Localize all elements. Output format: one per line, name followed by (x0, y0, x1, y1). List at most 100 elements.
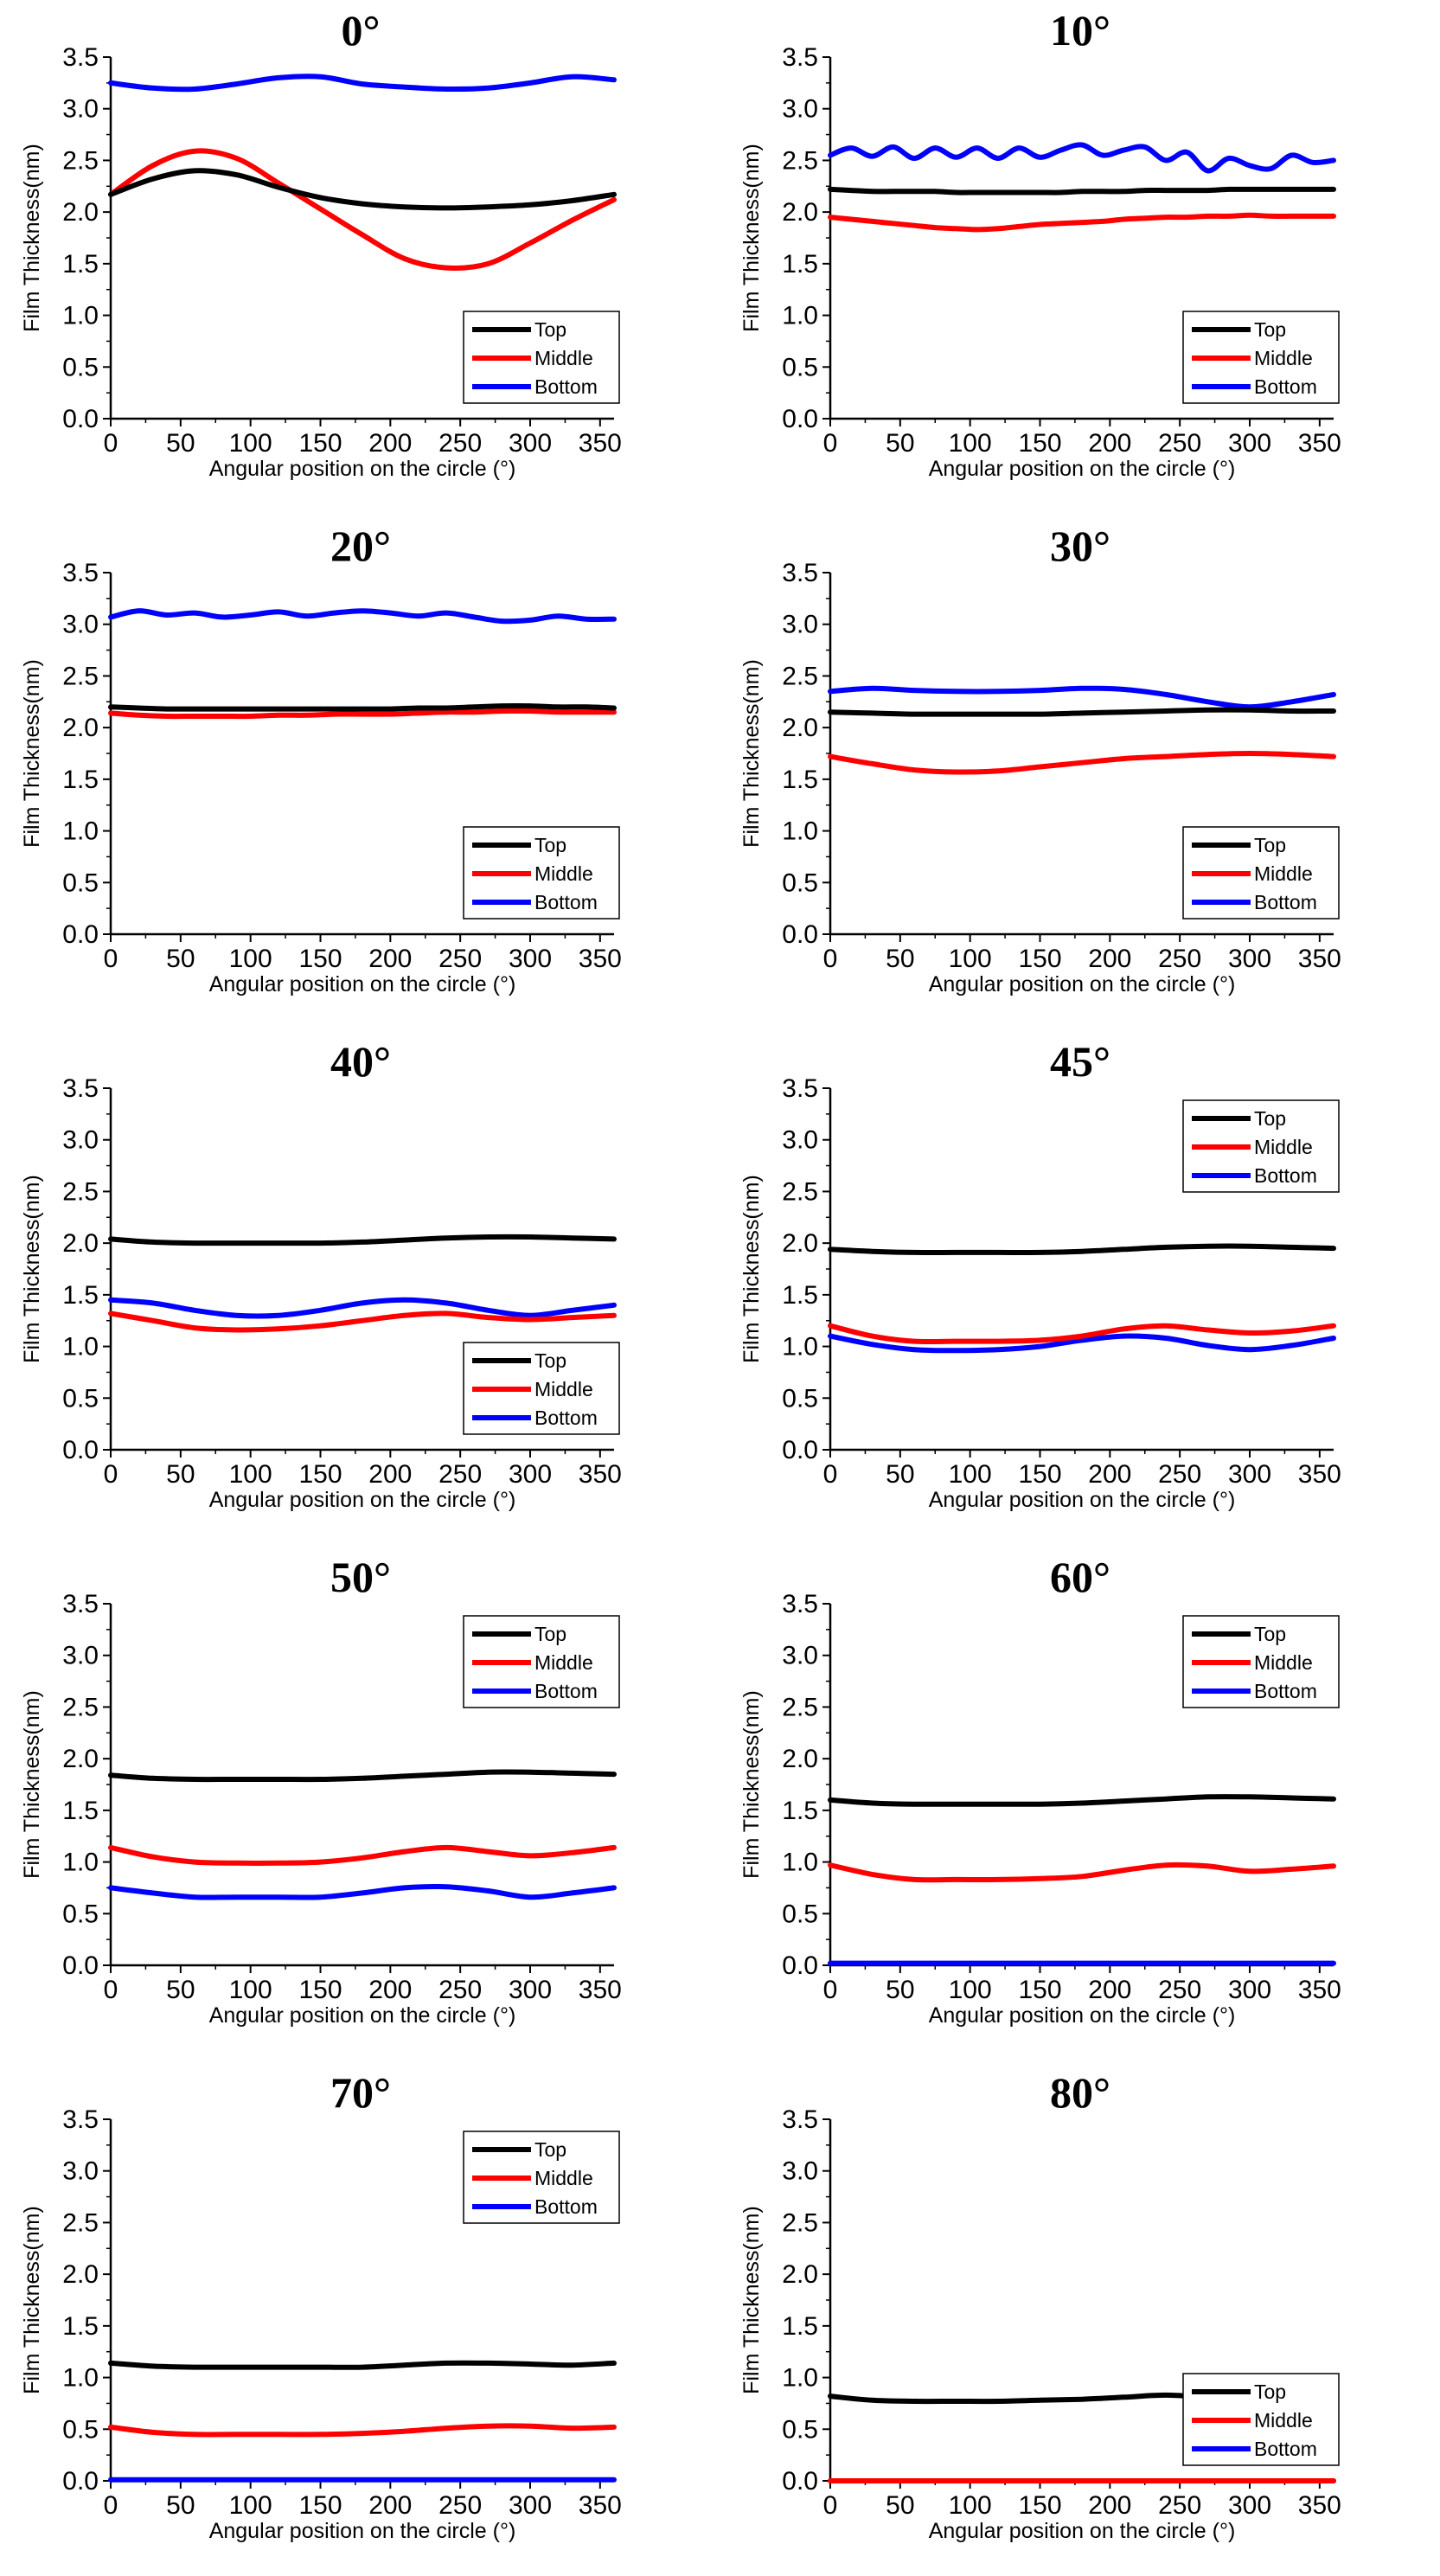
y-tick-label: 1.5 (782, 1797, 818, 1825)
x-axis-label: Angular position on the circle (°) (929, 972, 1236, 996)
y-axis-label: Film Thickness(nm) (20, 144, 44, 332)
x-tick-label: 150 (298, 1460, 342, 1489)
x-tick-label: 250 (1158, 1460, 1201, 1489)
chart-svg: 20° 0.0 0.5 1.0 1.5 2.0 2.5 3.0 3.5 0 50 100 150 200 2… (20, 522, 622, 996)
chart-panel-7: 50° 0.0 0.5 1.0 1.5 2.0 2.5 3.0 3.5 0 50 100 150 200 2… (0, 1547, 720, 2060)
x-axis-label: Angular position on the circle (°) (209, 1488, 516, 1512)
x-tick-label: 350 (1298, 945, 1341, 973)
y-axis-label: Film Thickness(nm) (20, 1690, 44, 1879)
x-tick-label: 250 (438, 945, 482, 973)
chart-panel-10: 80° 0.0 0.5 1.0 1.5 2.0 2.5 3.0 3.5 0 50 100 150 200 2… (720, 2062, 1439, 2576)
y-tick-label: 3.0 (62, 95, 99, 124)
y-tick-label: 3.5 (62, 43, 99, 72)
x-axis-label: Angular position on the circle (°) (209, 457, 516, 481)
series-line-middle (108, 2423, 617, 2438)
x-tick-label: 350 (579, 429, 622, 458)
x-tick-label: 250 (1158, 2491, 1201, 2520)
x-axis-label: Angular position on the circle (°) (929, 2519, 1236, 2543)
x-tick-label: 100 (949, 945, 992, 973)
x-tick-label: 250 (438, 2491, 482, 2520)
y-tick-label: 1.5 (782, 250, 818, 279)
y-tick-label: 0.0 (62, 920, 99, 949)
series-line-middle (108, 148, 617, 271)
series-line-middle (108, 708, 617, 720)
x-tick-label: 300 (1228, 945, 1271, 973)
x-tick-label: 200 (368, 2491, 412, 2520)
series-line-bottom (828, 1333, 1336, 1354)
y-tick-label: 1.5 (62, 250, 99, 279)
chart-svg: 30° 0.0 0.5 1.0 1.5 2.0 2.5 3.0 3.5 0 50 100 150 200 2… (739, 522, 1341, 996)
y-axis-label: Film Thickness(nm) (739, 2206, 764, 2394)
y-tick-label: 3.5 (62, 2105, 99, 2134)
chart-svg: 45° 0.0 0.5 1.0 1.5 2.0 2.5 3.0 3.5 0 50 100 150 200 2… (739, 1037, 1341, 1512)
y-tick-label: 2.5 (782, 1177, 818, 1206)
series-line-middle (828, 212, 1336, 233)
y-tick-label: 0.5 (62, 868, 99, 897)
y-tick-label: 3.5 (62, 1590, 99, 1618)
x-tick-label: 0 (823, 1460, 838, 1489)
chart-svg: 60° 0.0 0.5 1.0 1.5 2.0 2.5 3.0 3.5 0 50 100 150 200 2… (739, 1553, 1341, 2028)
x-axis-label: Angular position on the circle (°) (209, 2519, 516, 2543)
y-tick-label: 2.5 (62, 1177, 99, 1206)
x-tick-label: 300 (1228, 429, 1271, 458)
x-tick-label: 50 (886, 2491, 914, 2520)
y-axis-label: Film Thickness(nm) (20, 659, 44, 848)
y-tick-label: 2.5 (62, 662, 99, 690)
series-line-middle (108, 1844, 617, 1866)
legend-label-middle: Middle (534, 862, 593, 885)
y-tick-label: 2.5 (62, 2208, 99, 2237)
y-tick-label: 1.0 (782, 1849, 818, 1877)
chart-title: 80° (1050, 2068, 1110, 2117)
legend-label-middle: Middle (1254, 1136, 1313, 1158)
x-tick-label: 350 (579, 1460, 622, 1489)
legend-label-bottom: Bottom (1254, 2438, 1317, 2460)
y-tick-label: 1.0 (782, 817, 818, 846)
y-tick-label: 0.5 (62, 1900, 99, 1928)
legend-label-middle: Middle (1254, 347, 1313, 369)
y-tick-label: 0.5 (62, 1384, 99, 1413)
legend-label-top: Top (534, 1349, 566, 1372)
x-tick-label: 350 (579, 2491, 622, 2520)
legend-label-top: Top (534, 318, 566, 341)
legend-label-middle: Middle (534, 347, 593, 369)
x-tick-label: 0 (104, 1460, 118, 1489)
x-tick-label: 150 (1018, 429, 1061, 458)
chart-panel-3: 20° 0.0 0.5 1.0 1.5 2.0 2.5 3.0 3.5 0 50 100 150 200 2… (0, 516, 720, 1029)
y-tick-label: 3.5 (782, 559, 818, 587)
x-axis-label: Angular position on the circle (°) (209, 972, 516, 996)
x-axis-label: Angular position on the circle (°) (929, 2003, 1236, 2028)
x-tick-label: 0 (823, 945, 838, 973)
y-tick-label: 2.0 (782, 1229, 818, 1258)
legend-label-bottom: Bottom (1254, 1680, 1317, 1702)
chart-title: 45° (1050, 1037, 1110, 1086)
series-line-bottom (108, 608, 617, 625)
y-axis-label: Film Thickness(nm) (20, 2206, 44, 2394)
legend-label-bottom: Bottom (534, 1680, 598, 1702)
series-line-middle (108, 1310, 617, 1333)
chart-svg: 0° 0.0 0.5 1.0 1.5 2.0 2.5 3.0 3.5 0 50 100 150 200 25… (20, 6, 622, 481)
x-tick-label: 100 (229, 2491, 272, 2520)
y-tick-label: 2.5 (782, 1693, 818, 1721)
legend-label-bottom: Bottom (1254, 375, 1317, 398)
x-tick-label: 50 (886, 1976, 914, 2004)
y-tick-label: 1.0 (782, 2364, 818, 2393)
series-line-middle (828, 1323, 1336, 1345)
y-tick-label: 3.5 (62, 559, 99, 587)
legend-label-bottom: Bottom (534, 1407, 598, 1429)
legend-label-middle: Middle (534, 1378, 593, 1400)
y-tick-label: 0.0 (62, 405, 99, 433)
y-tick-label: 1.5 (62, 1281, 99, 1310)
y-tick-label: 0.5 (62, 353, 99, 381)
x-tick-label: 50 (886, 429, 914, 458)
y-tick-label: 1.0 (62, 1849, 99, 1877)
y-tick-label: 2.5 (782, 146, 818, 175)
chart-title: 40° (330, 1037, 391, 1086)
y-tick-label: 1.5 (782, 2312, 818, 2341)
y-tick-label: 1.0 (782, 1333, 818, 1362)
x-tick-label: 50 (166, 429, 195, 458)
series-line-top (108, 168, 617, 211)
series-line-top (828, 1794, 1336, 1807)
x-tick-label: 150 (1018, 1976, 1061, 2004)
series-line-top (828, 1243, 1336, 1255)
y-axis-label: Film Thickness(nm) (739, 1175, 764, 1363)
